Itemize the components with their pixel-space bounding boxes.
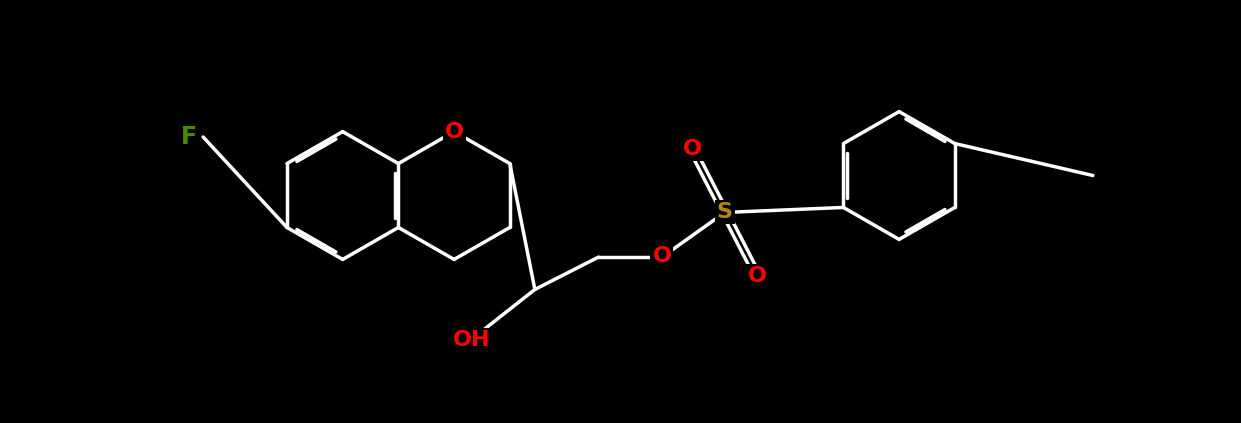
Text: O: O <box>444 121 464 142</box>
Text: OH: OH <box>453 330 490 349</box>
Text: O: O <box>683 139 701 159</box>
Text: O: O <box>748 266 767 286</box>
Text: F: F <box>181 125 197 149</box>
Text: S: S <box>717 203 732 222</box>
Text: O: O <box>653 246 671 266</box>
